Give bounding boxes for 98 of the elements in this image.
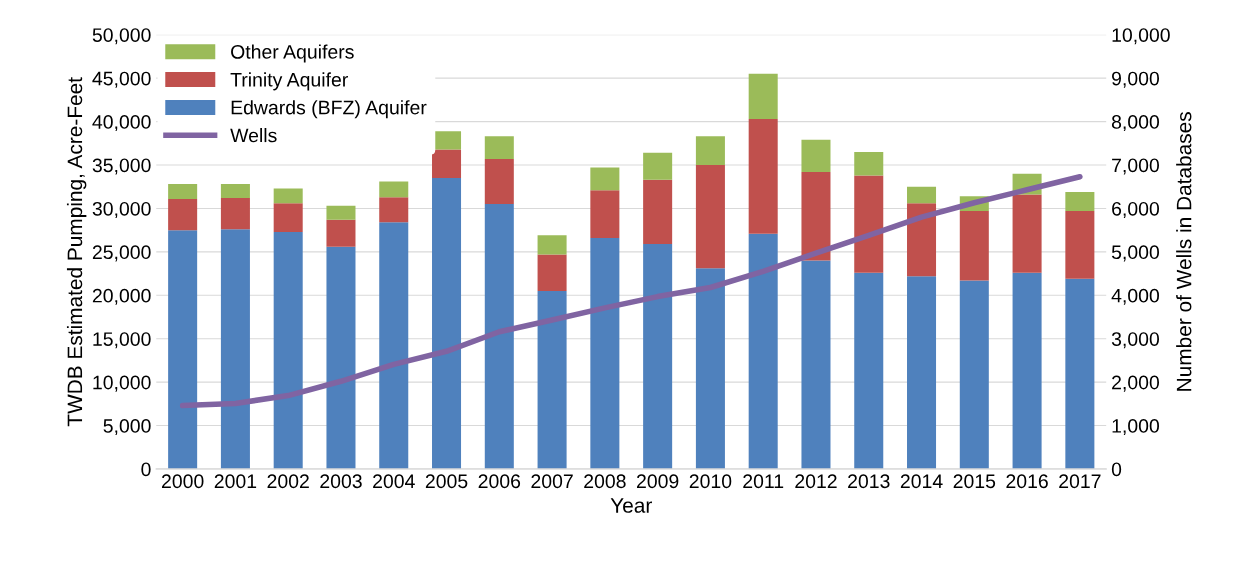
bar [273,203,303,232]
y-tick-label: 5,000 [103,419,151,436]
y-axis-title: TWDB Estimated Pumping, Acre-Feet [66,77,87,427]
y2-tick-label: 6,000 [1112,201,1160,218]
x-tick-label: 2003 [320,474,362,489]
x-tick-label: 2014 [900,474,943,489]
bar [959,211,989,281]
bar [854,175,884,273]
x-tick-label: 2002 [267,474,309,489]
bar [748,73,778,119]
bar [695,268,725,469]
bar [537,254,567,291]
bar [379,197,409,223]
bar [590,237,620,469]
y2-tick-label: 4,000 [1111,288,1160,305]
y2-tick-label: 8,000 [1111,115,1160,132]
bar [643,244,673,469]
bar [484,204,514,469]
bar [484,136,514,159]
y2-tick-label: 2,000 [1112,375,1160,392]
bar [748,233,778,469]
bar [1012,272,1042,469]
y-tick-label: 20,000 [92,288,151,305]
x-tick-label: 2006 [478,474,521,489]
bar [379,181,409,198]
x-tick-label: 2007 [531,474,573,489]
y2-tick-label: 7,000 [1112,158,1160,175]
bar [907,186,937,204]
y2-axis-title: Number of Wells in Databases [1176,112,1192,391]
bar [537,235,567,255]
y-tick-label: 35,000 [92,158,151,175]
bar [907,276,937,469]
bar [220,229,250,469]
x-tick-label: 2011 [743,474,784,489]
bar [537,290,567,469]
bar [326,246,356,469]
x-tick-label: 2012 [795,474,837,489]
bar [432,149,462,179]
legend-label: Trinity Aquifer [230,72,348,91]
bar [168,230,198,469]
x-tick-label: 2001 [214,474,257,489]
y2-tick-label: 9,000 [1112,71,1160,88]
bar [1065,278,1095,469]
bar [801,171,831,261]
bar [432,178,462,469]
bar [801,260,831,469]
y2-tick-label: 0 [1111,462,1122,477]
y2-tick-label: 3,000 [1111,332,1160,349]
bar [379,222,409,469]
x-tick-label: 2000 [161,474,204,489]
bar [1012,194,1042,273]
bar [168,184,198,199]
bar [273,188,303,204]
y2-tick-label: 5,000 [1111,245,1160,262]
x-tick-label: 2016 [1006,474,1048,489]
x-axis-title: Year [610,498,652,513]
bar [959,280,989,469]
bar [326,205,356,220]
y-tick-label: 25,000 [92,245,151,262]
x-tick-label: 2004 [373,474,415,489]
legend-label: Edwards (BFZ) Aquifer [231,100,427,119]
bar [273,231,303,469]
bar [484,158,514,205]
y-tick-label: 30,000 [92,201,151,218]
y-tick-label: 50,000 [92,28,151,45]
bar [695,136,725,166]
y2-tick-label: 1,000 [1112,419,1160,436]
bar [590,190,620,238]
bar [590,167,620,191]
y2-tick-label: 10,000 [1112,28,1170,45]
x-tick-label: 2010 [689,474,732,489]
bar [907,203,937,277]
x-tick-label: 2017 [1059,474,1101,489]
y-tick-label: 40,000 [92,115,151,132]
bar [643,152,673,180]
y-tick-label: 0 [141,462,151,477]
legend-label: Wells [230,128,277,143]
legend-label: Other Aquifers [231,44,354,63]
bar [168,198,198,231]
bar [854,151,884,176]
bar [1065,211,1095,279]
x-tick-label: 2015 [953,474,996,489]
x-tick-label: 2013 [848,474,890,489]
bar [220,198,250,230]
bar [1065,191,1095,212]
y-tick-label: 15,000 [93,332,151,349]
y-tick-label: 10,000 [93,375,151,392]
bar [695,165,725,269]
y-tick-label: 45,000 [92,71,151,88]
bar [801,139,831,172]
bar [326,219,356,247]
x-tick-label: 2009 [636,474,679,489]
bar [220,184,250,199]
bar [854,272,884,469]
x-tick-label: 2005 [425,474,468,489]
x-tick-label: 2008 [584,474,626,489]
bar [643,179,673,245]
bar [748,118,778,234]
